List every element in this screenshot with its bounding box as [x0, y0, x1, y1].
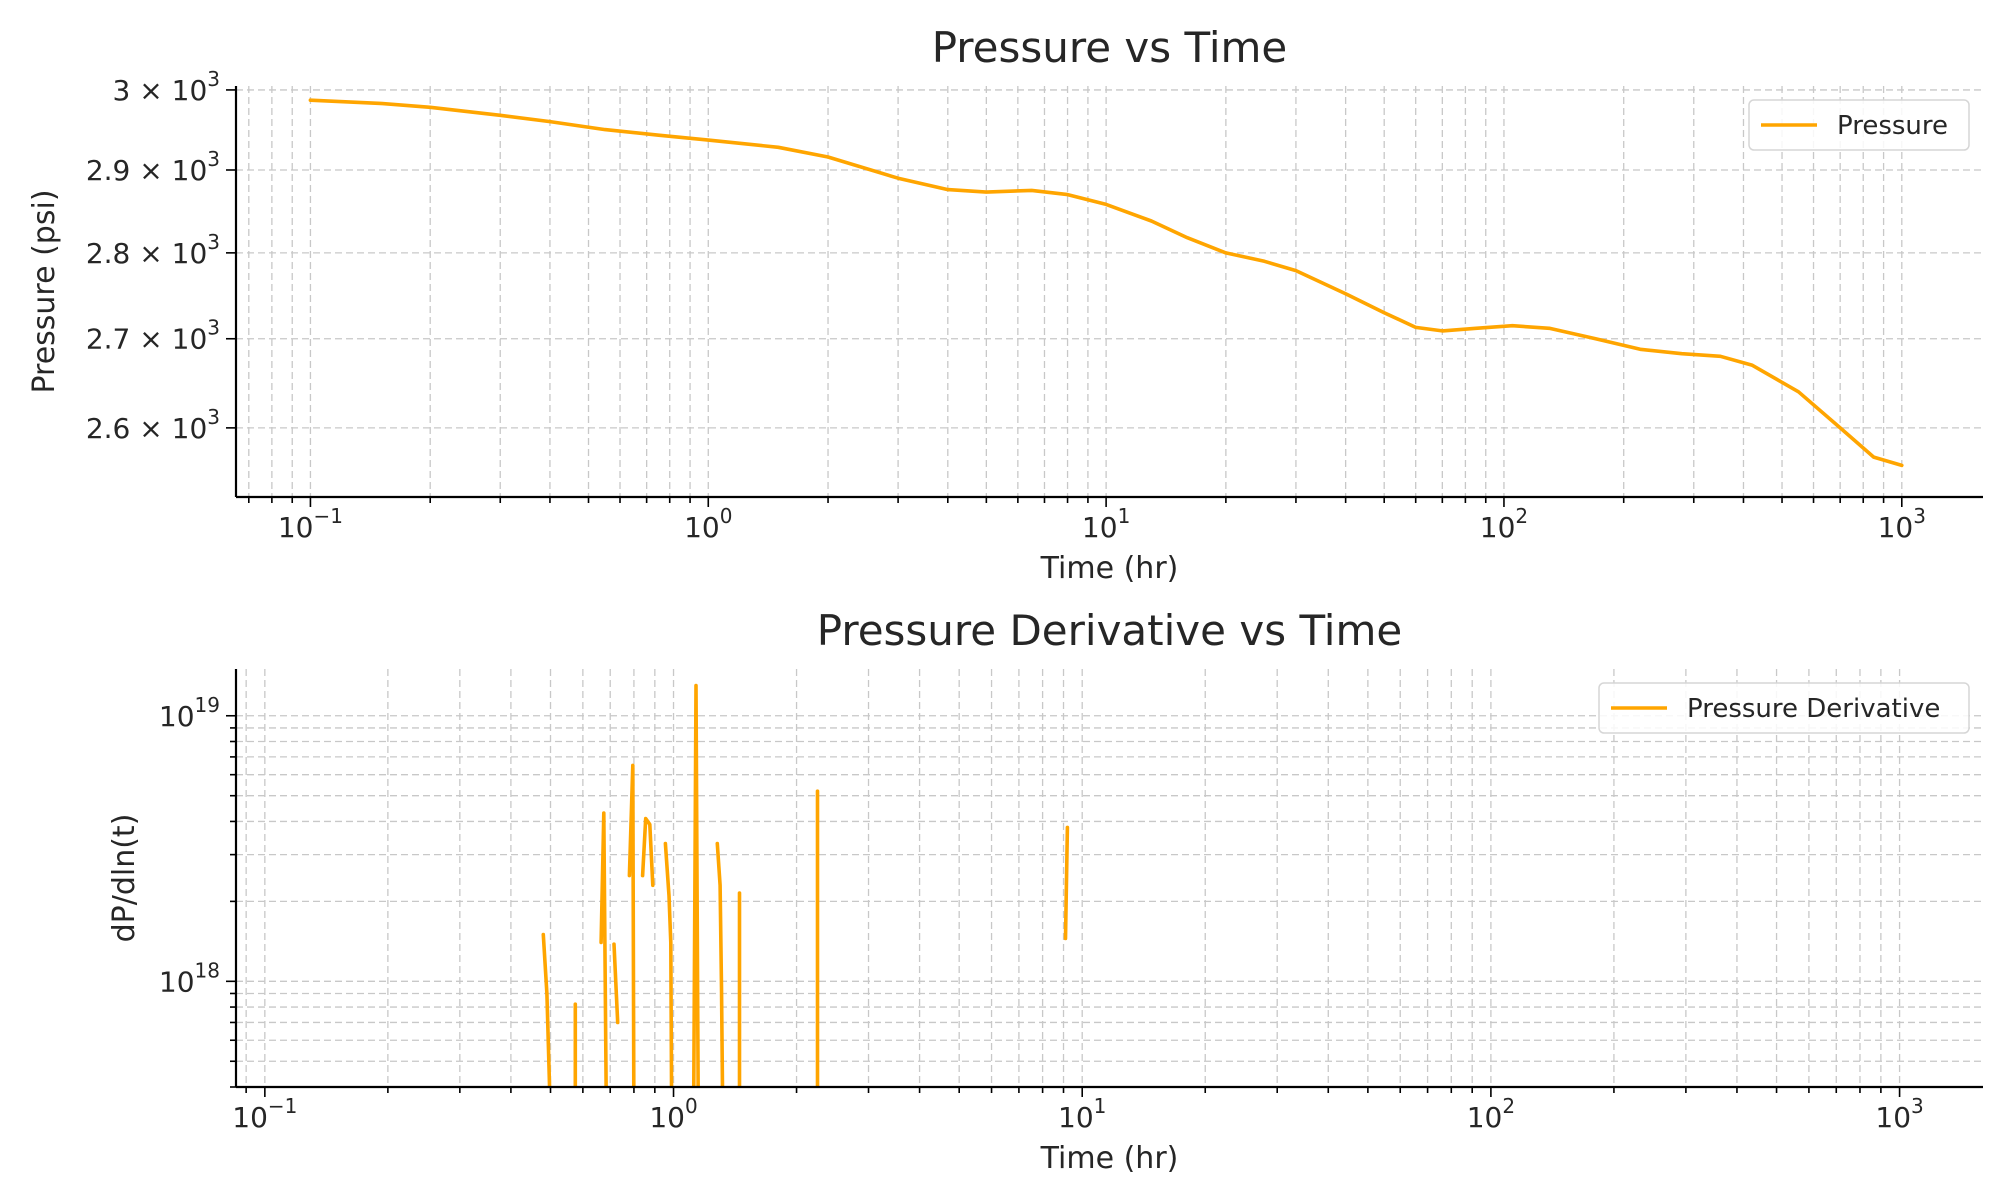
derivative-x-tick-label: 101 — [1058, 1094, 1106, 1134]
derivative-x-tick-label: 10−1 — [232, 1094, 297, 1134]
pressure-legend: Pressure — [1748, 99, 1970, 151]
derivative-y-tick-label: 1018 — [159, 958, 220, 998]
derivative-legend-box — [1598, 682, 1970, 734]
derivative-x-tick-label: 103 — [1875, 1094, 1923, 1134]
derivative-x-tick-label: 102 — [1467, 1094, 1515, 1134]
derivative-chart-panel: 10−1 100 101 102 103 1018 1019 Pressure Derivat… — [107, 606, 1983, 1176]
pressure-x-tick-label: 101 — [1082, 504, 1130, 544]
derivative-series-0 — [541, 683, 1070, 1087]
derivative-series-line — [599, 811, 608, 1087]
derivative-series-line — [627, 763, 636, 1087]
derivative-y-axis-label: dP/dln(t) — [107, 814, 142, 943]
derivative-series-line — [612, 942, 620, 1025]
pressure-x-axis-label: Time (hr) — [1040, 551, 1179, 586]
pressure-grid — [236, 86, 1983, 497]
pressure-y-tick-label: 2.8 × 103 — [86, 230, 220, 270]
derivative-y-tick-label: 1019 — [159, 693, 220, 733]
pressure-chart-title: Pressure vs Time — [932, 23, 1288, 72]
derivative-x-tick-label: 100 — [649, 1094, 697, 1134]
pressure-chart-panel: 10−1 100 101 102 103 3 × 103 2.9 × 103 2.8 × 10… — [27, 23, 1983, 586]
derivative-x-axis-label: Time (hr) — [1040, 1141, 1179, 1176]
pressure-series-0 — [308, 98, 1904, 468]
derivative-legend-label: Pressure Derivative — [1687, 694, 1940, 724]
pressure-y-axis-label: Pressure (psi) — [27, 189, 62, 393]
derivative-series-line — [640, 816, 655, 888]
pressure-legend-label: Pressure — [1837, 111, 1948, 141]
pressure-y-tick-label: 2.9 × 103 — [86, 147, 220, 187]
derivative-legend: Pressure Derivative — [1598, 682, 1970, 734]
pressure-series-line — [308, 98, 1904, 468]
pressure-x-tick-label: 103 — [1878, 504, 1926, 544]
pressure-x-tick-label: 10−1 — [278, 504, 343, 544]
derivative-series-line — [715, 841, 725, 1087]
pressure-y-tick-label: 2.7 × 103 — [86, 316, 220, 356]
derivative-series-line — [541, 932, 552, 1087]
derivative-series-line — [691, 683, 700, 1087]
pressure-x-tick-label: 102 — [1480, 504, 1528, 544]
derivative-series-line — [663, 841, 674, 1087]
pressure-legend-box — [1748, 99, 1970, 151]
pressure-x-tick-label: 100 — [684, 504, 732, 544]
pressure-y-tick-label: 2.6 × 103 — [86, 405, 220, 445]
derivative-chart-title: Pressure Derivative vs Time — [817, 606, 1402, 655]
pressure-y-tick-label: 3 × 103 — [113, 67, 220, 107]
derivative-series-line — [1063, 825, 1070, 941]
